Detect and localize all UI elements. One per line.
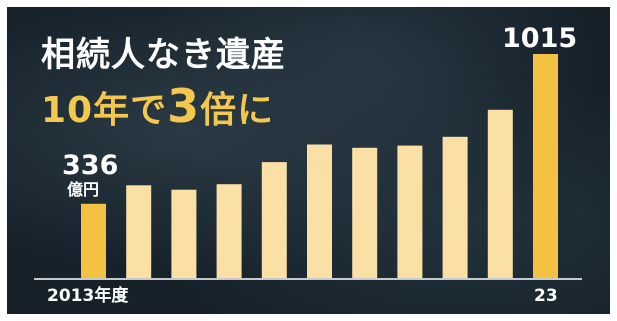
first-value-label: 336 [62,150,118,181]
subtitle-part-2: 3 [167,79,201,133]
bar-16 [216,184,242,278]
bar-21 [442,136,468,278]
last-category-label: 23 [534,286,558,306]
last-value-label: 1015 [502,23,577,54]
subtitle-part-1: 10年で [41,90,168,131]
first-category-label: 2013年度 [47,285,129,306]
chart-subtitle: 10年で3倍に [41,79,274,133]
bar-chart: 336 億円 1015 2013年度 23 [34,23,582,306]
first-unit-label: 億円 [67,180,99,199]
bar-18 [307,144,332,278]
bar-22 [487,109,513,278]
bar-23 [533,54,558,278]
bar-14 [126,185,152,278]
bar-19 [352,147,378,278]
bars-group [81,54,558,278]
bar-15 [171,189,197,278]
chart-title: 相続人なき遺産 [41,35,286,75]
bar-2013年度 [81,203,106,278]
bar-20 [397,145,423,278]
chart-panel: 相続人なき遺産 10年で3倍に 336 億円 1015 2013年度 23 [7,7,610,314]
bar-17 [261,162,287,278]
subtitle-part-3: 倍に [200,90,275,131]
